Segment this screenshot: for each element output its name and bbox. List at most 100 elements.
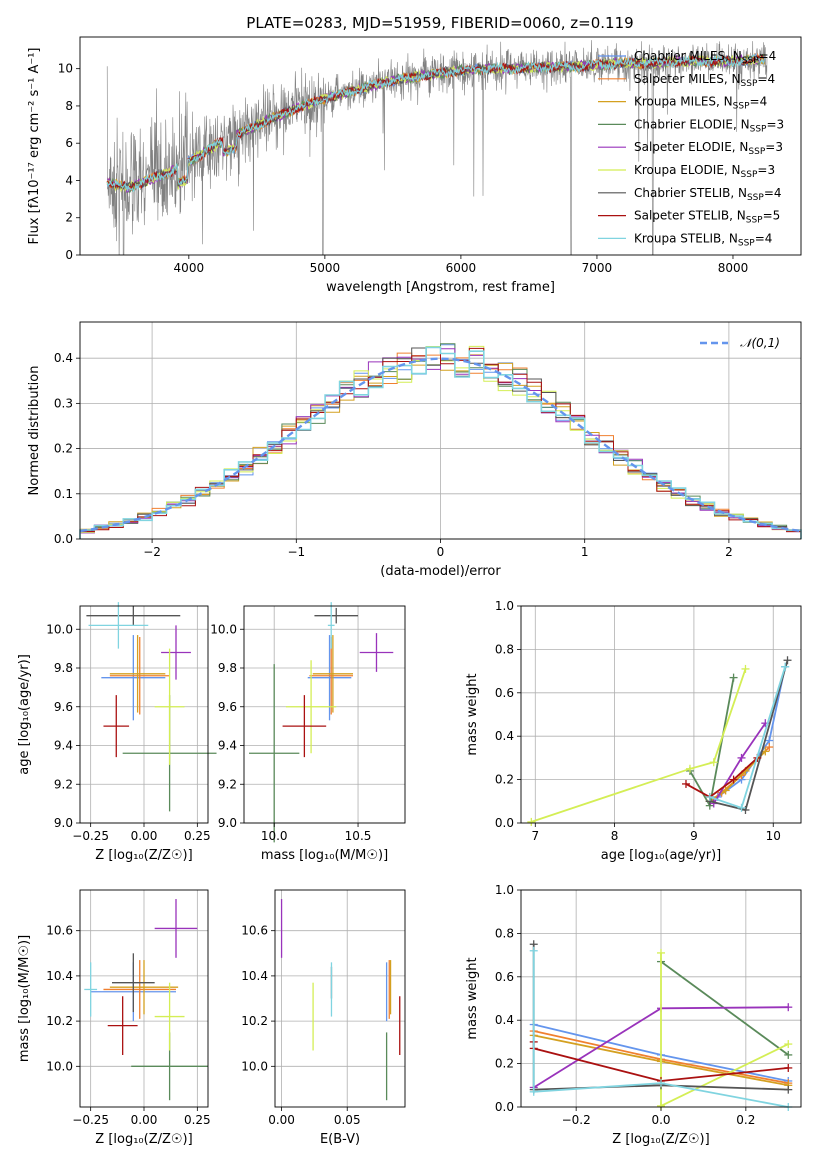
axes-frame xyxy=(274,889,406,1108)
legend-label: Chabrier ELODIE, N xyxy=(634,117,750,131)
weight-marker-chabrier-elodie xyxy=(784,1050,793,1059)
y-tick-label: 6 xyxy=(65,136,73,150)
x-tick-label: 2 xyxy=(725,545,733,559)
y-tick-label: 0 xyxy=(65,248,73,262)
y-axis-label: mass [log₁₀(M/M☉)] xyxy=(17,935,32,1062)
weight-marker-salpeter-elodie xyxy=(784,1003,793,1012)
axes-frame xyxy=(79,36,802,256)
y-tick-label: 9.6 xyxy=(218,700,237,714)
weight-marker-kroupa-stelib xyxy=(529,1087,538,1096)
plot-area xyxy=(84,899,208,1101)
x-axis-label: age [log₁₀(age/yr)] xyxy=(601,848,722,863)
histogram-kroupa-stelib xyxy=(79,346,802,539)
errorbar-kroupa-miles xyxy=(109,635,166,713)
legend-count: =4 xyxy=(750,95,768,109)
weight-marker-kroupa-elodie xyxy=(741,664,750,673)
plot-area xyxy=(280,899,401,1101)
y-tick-label: 0.4 xyxy=(495,1013,514,1027)
y-tick-label: 9.8 xyxy=(218,661,237,675)
weight-marker-salpeter-elodie xyxy=(737,753,746,762)
legend-label: Salpeter MILES, N xyxy=(634,72,741,86)
legend-label: Chabrier MILES, N xyxy=(634,49,742,63)
y-tick-label: 9.0 xyxy=(218,816,237,830)
y-tick-label: 10 xyxy=(58,62,73,76)
x-tick-label: 7000 xyxy=(582,261,613,275)
weight-marker-salpeter-miles xyxy=(765,743,774,752)
x-tick-label: 8 xyxy=(611,829,619,843)
legend-count: =4 xyxy=(759,49,777,63)
legend-count: =5 xyxy=(763,209,781,223)
y-axis-label: mass weight xyxy=(465,673,480,755)
spectrum-panel: 4000 5000 6000 7000 8000 0 2 4 6 8 10 wavelength [A… xyxy=(27,36,802,295)
errorbar-kroupa-elodie xyxy=(154,982,185,1051)
figure-title: PLATE=0283, MJD=51959, FIBERID=0060, z=0… xyxy=(246,14,633,32)
x-tick-label: 0.2 xyxy=(736,1113,755,1127)
legend-count: =4 xyxy=(757,72,775,86)
y-tick-label: 9.2 xyxy=(54,777,73,791)
axes-frame xyxy=(243,605,406,824)
normal-distribution-curve xyxy=(79,357,802,533)
x-tick-label: 5000 xyxy=(310,261,341,275)
y-tick-label: 0.1 xyxy=(54,487,73,501)
legend-subscript: SSP xyxy=(741,170,758,180)
grid-lines xyxy=(80,606,208,824)
y-tick-label: 0.2 xyxy=(495,773,514,787)
y-tick-label: 0.8 xyxy=(495,926,514,940)
mass-vs-ebv-panel: 0.00 0.05 10.0 10.2 10.4 10.6 E(B-V) xyxy=(241,889,406,1147)
legend-entry-chabrier-stelib: Chabrier STELIB, NSSP=4 xyxy=(634,186,782,203)
x-tick-label: 0 xyxy=(437,545,445,559)
weight-marker-kroupa-stelib xyxy=(529,946,538,955)
weight-vs-age-panel: 7 8 9 10 0.0 0.2 0.4 0.6 0.8 1.0 age [log₁₀(age/yr… xyxy=(465,599,802,863)
residuals-panel: −2 −1 0 1 2 0.0 0.1 0.2 0.3 0.4 (data-model)/error… xyxy=(27,321,802,579)
x-axis-label: Z [log₁₀(Z/Z☉)] xyxy=(95,848,192,863)
model-spectrum-kroupa-elodie xyxy=(106,53,765,193)
weight-marker-salpeter-stelib xyxy=(681,779,690,788)
y-tick-label: 9.4 xyxy=(54,739,73,753)
x-tick-label: 1 xyxy=(581,545,589,559)
y-tick-label: 10.0 xyxy=(210,622,237,636)
y-tick-label: 0.4 xyxy=(54,351,73,365)
weight-marker-kroupa-elodie xyxy=(657,948,665,957)
errorbar-salpeter-miles xyxy=(309,637,354,715)
x-tick-label: 0.05 xyxy=(334,1113,361,1127)
y-axis-label: mass weight xyxy=(465,957,480,1039)
legend-subscript: SSP xyxy=(747,193,764,203)
errorbar-kroupa-miles xyxy=(109,960,179,1015)
y-tick-label: 4 xyxy=(65,173,73,187)
y-tick-label: 10.2 xyxy=(46,1014,73,1028)
y-tick-label: 0.6 xyxy=(495,686,514,700)
legend-count: =3 xyxy=(757,163,775,177)
plot-area xyxy=(79,343,802,539)
y-tick-label: 10.4 xyxy=(46,969,73,983)
mass-vs-metallicity-panel: −0.25 0.00 0.25 10.0 10.2 10.4 10.6 Z [log₁₀(Z/… xyxy=(17,889,211,1147)
x-tick-label: 10.0 xyxy=(261,829,288,843)
errorbar-kroupa-stelib xyxy=(84,962,98,1017)
y-tick-label: 10.0 xyxy=(46,622,73,636)
y-tick-label: 10.6 xyxy=(46,924,73,938)
plot-area xyxy=(529,940,793,1111)
errorbar-kroupa-stelib xyxy=(327,602,335,649)
weight-marker-chabrier-stelib xyxy=(783,656,792,665)
legend-entry-salpeter-miles: Salpeter MILES, NSSP=4 xyxy=(634,72,775,89)
x-tick-label: −2 xyxy=(143,545,161,559)
x-tick-label: 8000 xyxy=(718,261,749,275)
weight-line-kroupa-stelib xyxy=(532,950,789,1108)
x-tick-label: −0.2 xyxy=(562,1113,591,1127)
y-tick-label: 0.3 xyxy=(54,396,73,410)
legend-count: =3 xyxy=(766,117,784,131)
legend-label: Salpeter STELIB, N xyxy=(634,209,746,223)
y-tick-label: 1.0 xyxy=(495,599,514,613)
errorbar-salpeter-elodie xyxy=(359,633,394,672)
x-tick-label: 6000 xyxy=(446,261,477,275)
x-tick-label: 0.00 xyxy=(268,1113,295,1127)
y-axis-label: Normed distribution xyxy=(27,366,42,496)
model-spectrum-kroupa-stelib xyxy=(106,54,765,193)
legend-subscript: SSP xyxy=(733,102,750,112)
legend-label: Salpeter ELODIE, N xyxy=(634,140,748,154)
weight-marker-chabrier-stelib xyxy=(784,1085,793,1094)
y-axis-label: age [log₁₀(age/yr)] xyxy=(17,654,32,775)
errorbar-chabrier-elodie xyxy=(249,664,300,843)
y-tick-label: 0.8 xyxy=(495,642,514,656)
x-tick-label: 0.25 xyxy=(184,1113,211,1127)
